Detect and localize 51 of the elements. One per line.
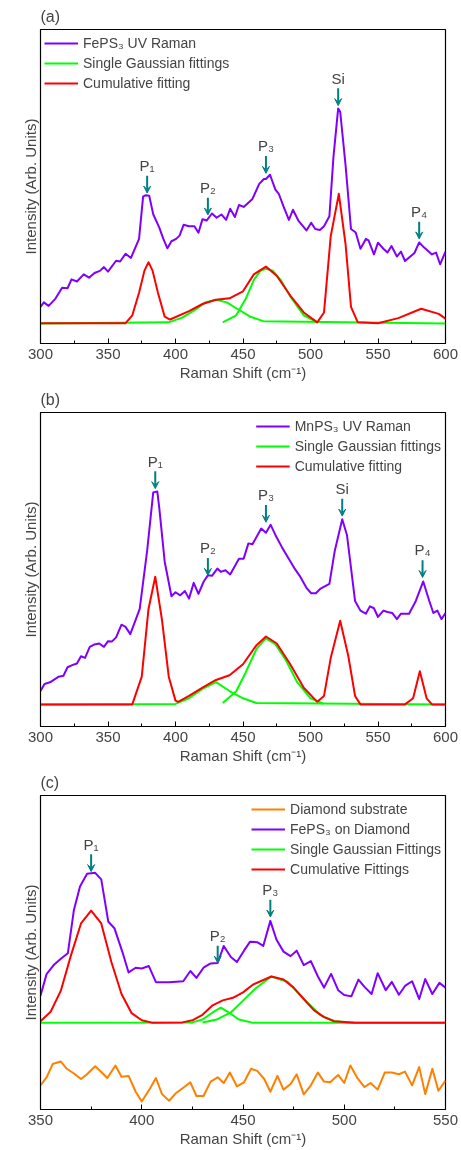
x-axis-title: Raman Shift (cm⁻¹): [179, 746, 307, 764]
chart-title: (b): [40, 390, 61, 408]
legend-label: MnPS₃ UV Raman: [294, 418, 411, 434]
x-tick-label: 500: [297, 344, 324, 362]
x-tick-label: 550: [432, 1110, 459, 1128]
x-tick-label: 450: [230, 1110, 256, 1128]
annotation: P₄: [411, 202, 428, 220]
legend-label: Single Gaussian fittings: [83, 55, 230, 71]
legend-label: Single Gaussian fittings: [294, 438, 441, 454]
x-axis-title: Raman Shift (cm⁻¹): [179, 1129, 307, 1147]
x-tick-label: 350: [95, 344, 121, 362]
annotation: P₁: [147, 452, 163, 470]
annotation: P₁: [83, 835, 99, 853]
x-tick-label: 550: [365, 344, 391, 362]
x-tick-label: 450: [230, 727, 256, 745]
chart-title: (a): [40, 7, 61, 25]
annotation: P₄: [414, 541, 431, 559]
legend-label: FePS₃ UV Raman: [83, 35, 197, 51]
x-tick-label: 550: [365, 727, 391, 745]
annotation: P₂: [199, 539, 216, 557]
annotation: Si: [331, 69, 345, 87]
annotation: P₃: [262, 881, 279, 899]
x-tick-label: 300: [27, 727, 54, 745]
legend-label: Cumulative Fittings: [290, 861, 410, 877]
legend-label: Cumulative fitting: [83, 75, 191, 91]
annotation: P₃: [257, 486, 275, 504]
annotation: P₃: [257, 137, 275, 155]
x-tick-label: 400: [129, 1110, 155, 1128]
legend-label: FePS₃ on Diamond: [290, 821, 411, 837]
annotation: P₂: [199, 178, 216, 196]
y-axis-title: Intensity (Arb. Units): [21, 884, 39, 1021]
x-tick-label: 400: [162, 727, 189, 745]
annotation: Si: [335, 480, 349, 498]
annotation: P₂: [209, 926, 226, 944]
x-tick-label: 350: [95, 727, 121, 745]
x-tick-label: 500: [297, 727, 324, 745]
legend-label: Diamond substrate: [290, 801, 408, 817]
x-tick-label: 600: [432, 344, 459, 362]
x-tick-label: 500: [331, 1110, 357, 1128]
x-tick-label: 400: [162, 344, 189, 362]
x-tick-label: 350: [27, 1110, 54, 1128]
annotation: P₁: [139, 157, 155, 175]
x-axis-title: Raman Shift (cm⁻¹): [179, 363, 307, 381]
x-tick-label: 300: [27, 344, 54, 362]
y-axis-title: Intensity (Arb. Units): [21, 118, 39, 255]
y-axis-title: Intensity (Arb. Units): [21, 501, 39, 638]
legend-label: Single Gaussian Fittings: [290, 841, 441, 857]
legend-label: Cumulative fitting: [294, 458, 403, 474]
x-tick-label: 450: [230, 344, 256, 362]
chart-title: (c): [40, 773, 60, 791]
x-tick-label: 600: [432, 727, 459, 745]
